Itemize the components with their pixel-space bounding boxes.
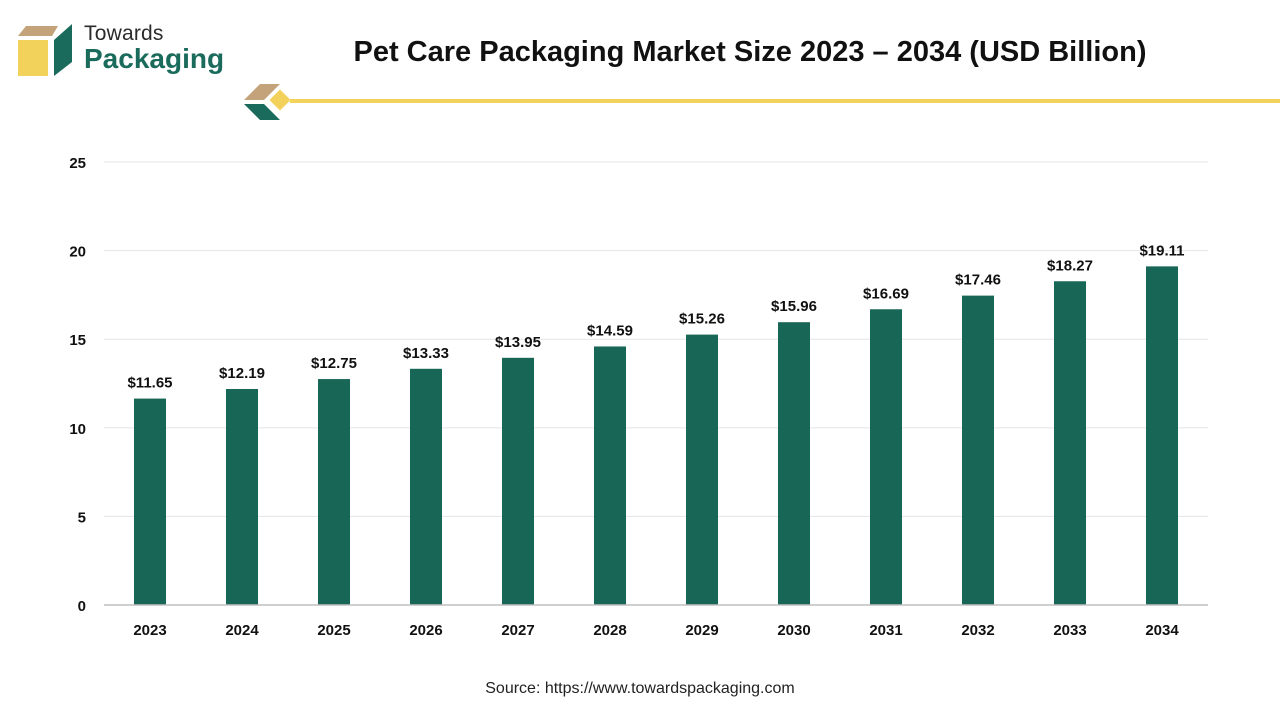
data-label: $14.59 xyxy=(587,322,633,339)
data-label: $17.46 xyxy=(955,272,1001,289)
data-label: $12.75 xyxy=(311,355,357,372)
x-tick-label: 2030 xyxy=(777,622,810,639)
bar-2025 xyxy=(318,379,350,605)
data-labels: $11.65 $12.19 $12.75 $13.33 $13.95 $14.59 $15.… xyxy=(127,242,1184,391)
y-tick-label: 10 xyxy=(69,421,86,438)
data-label: $15.26 xyxy=(679,311,725,328)
bar-2030 xyxy=(778,322,810,605)
data-label: $15.96 xyxy=(771,298,817,315)
source-note: Source: https://www.towardspackaging.com xyxy=(0,680,1280,698)
bar-2034 xyxy=(1146,266,1178,605)
data-label: $12.19 xyxy=(219,365,265,382)
bar-2023 xyxy=(134,399,166,605)
bar-2024 xyxy=(226,389,258,605)
y-axis-ticks: 0 5 10 15 20 25 xyxy=(69,155,86,615)
y-tick-label: 0 xyxy=(78,598,86,615)
x-tick-label: 2028 xyxy=(593,622,626,639)
x-tick-label: 2031 xyxy=(869,622,902,639)
data-label: $13.33 xyxy=(403,345,449,362)
bar-2032 xyxy=(962,296,994,605)
data-label: $11.65 xyxy=(127,375,172,392)
x-tick-label: 2032 xyxy=(961,622,994,639)
bar-2029 xyxy=(686,335,718,605)
data-label: $13.95 xyxy=(495,334,541,351)
data-label: $19.11 xyxy=(1139,242,1184,259)
data-label: $18.27 xyxy=(1047,257,1093,274)
y-tick-label: 20 xyxy=(69,244,86,261)
bar-2027 xyxy=(502,358,534,605)
bars xyxy=(134,266,1178,605)
x-tick-label: 2034 xyxy=(1145,622,1179,639)
bar-2026 xyxy=(410,369,442,605)
bar-2028 xyxy=(594,346,626,605)
x-tick-label: 2023 xyxy=(133,622,166,639)
data-label: $16.69 xyxy=(863,285,909,302)
y-tick-label: 15 xyxy=(69,332,86,349)
y-tick-label: 5 xyxy=(78,509,86,526)
x-axis-ticks: 2023 2024 2025 2026 2027 2028 2029 2030 2031 2032… xyxy=(133,622,1179,639)
bar-2031 xyxy=(870,309,902,605)
x-tick-label: 2025 xyxy=(317,622,350,639)
x-tick-label: 2033 xyxy=(1053,622,1086,639)
bar-2033 xyxy=(1054,281,1086,605)
x-tick-label: 2024 xyxy=(225,622,259,639)
x-tick-label: 2029 xyxy=(685,622,718,639)
y-tick-label: 25 xyxy=(69,155,86,172)
x-tick-label: 2027 xyxy=(501,622,534,639)
x-tick-label: 2026 xyxy=(409,622,442,639)
grid-lines xyxy=(104,162,1208,516)
